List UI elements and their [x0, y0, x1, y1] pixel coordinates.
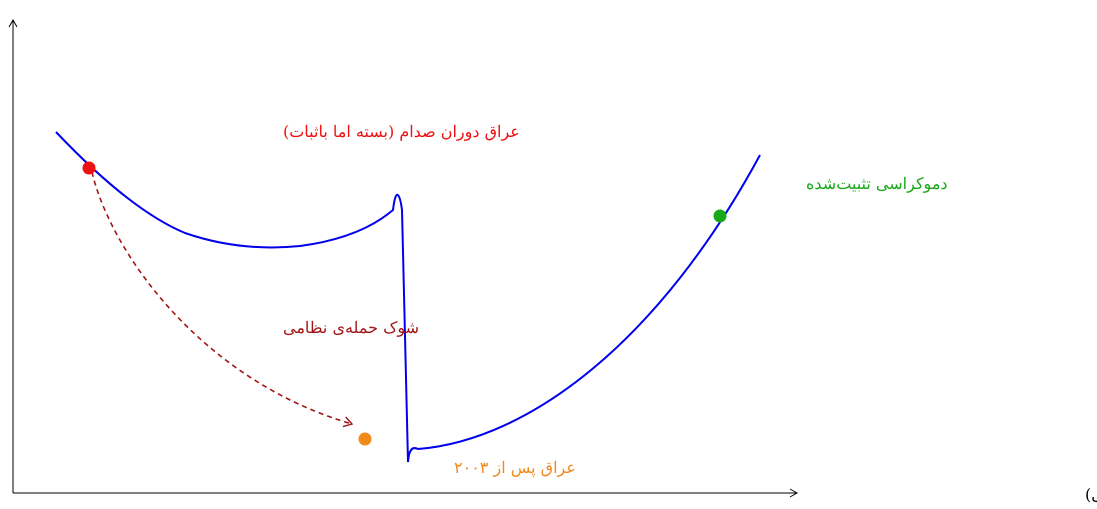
x-axis-label: درجه‌ی بازبودن سیاسی (دموکراسی)	[1085, 485, 1097, 504]
stability-curve	[55, 131, 761, 463]
shock-label: شوک حمله‌ی نظامی	[283, 318, 419, 337]
democracy-point	[713, 209, 727, 223]
post2003-point	[358, 432, 372, 446]
post2003-label: عراق پس از ۲۰۰۳	[454, 458, 576, 477]
saddam-point	[82, 161, 96, 175]
democracy-label: دموکراسی تثبیت‌شده	[806, 174, 948, 193]
saddam-label: عراق دوران صدام (بسته اما باثبات)	[283, 122, 520, 141]
shock-arrow	[91, 171, 354, 428]
